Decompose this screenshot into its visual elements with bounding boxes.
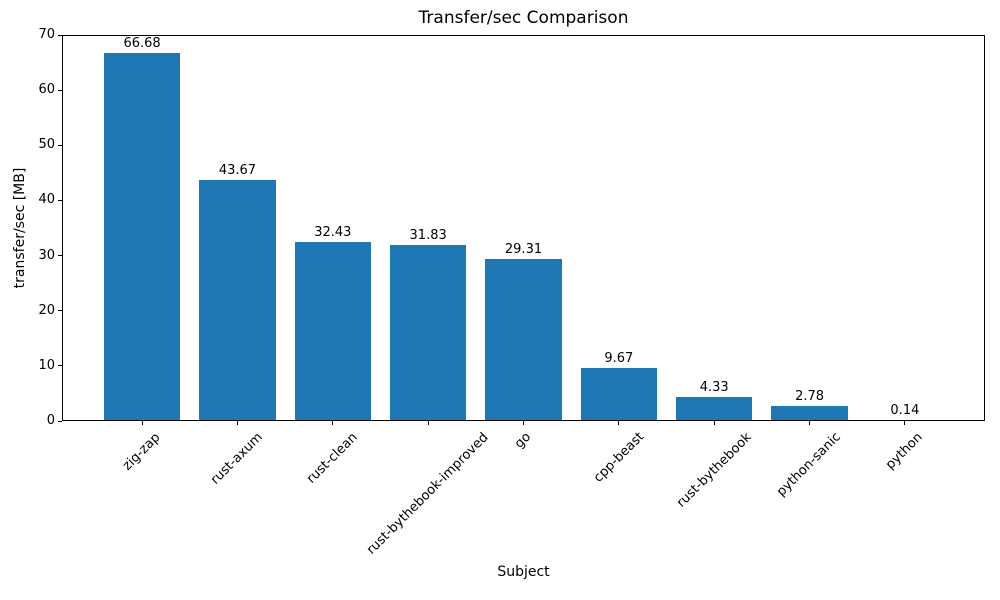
bar-value-label: 43.67 [218,163,257,179]
y-tick-mark [58,310,62,312]
x-category-label-rust-clean: rust-clean [304,429,361,487]
y-tick-label: 60 [38,82,55,98]
y-tick-mark [58,255,62,257]
x-tick-mark [618,421,620,425]
bar-value-label: 31.83 [409,228,447,244]
x-tick-mark [713,421,715,425]
bar-value-label: 29.31 [504,242,543,258]
bar-rust-axum [199,180,276,421]
bar-go [485,259,562,421]
y-tick-mark [58,365,62,367]
bar-value-label: 32.43 [314,225,352,241]
bar-value-label: 0.14 [890,403,920,419]
bar-zig-zap [103,53,181,421]
y-axis-label: transfer/sec [MB] [12,167,28,289]
bar-value-label: 2.78 [795,388,825,404]
x-tick-mark [427,421,429,425]
bar-cpp-beast [580,367,657,421]
bar-value-label: 4.33 [699,380,729,396]
x-category-label-cpp-beast: cpp-beast [590,429,647,486]
y-tick-label: 0 [46,413,55,428]
x-tick-mark [236,421,238,425]
x-category-label-rust-bythebook-improved: rust-bythebook-improved [364,429,492,558]
x-axis-label: Subject [497,564,550,580]
y-tick-mark [58,420,62,422]
bar-rust-clean [294,242,371,421]
x-tick-mark [523,421,524,425]
y-tick-label: 20 [38,302,55,318]
x-category-label-rust-axum: rust-axum [208,430,266,488]
y-tick-mark [58,34,62,36]
x-tick-mark [809,421,811,425]
x-category-label-zig-zap: zig-zap [120,429,164,474]
chart-title: Transfer/sec Comparison [418,8,629,28]
y-tick-label: 10 [38,357,55,373]
x-category-label-go: go [512,429,535,452]
bar-python-sanic [771,405,848,421]
y-tick-mark [58,199,62,201]
y-tick-label: 30 [38,247,55,263]
x-category-label-rust-bythebook: rust-bythebook [673,429,755,511]
x-tick-mark [904,421,906,425]
x-tick-mark [141,421,143,425]
y-tick-label: 70 [38,27,55,42]
x-category-label-python: python [883,429,927,473]
bar-value-label: 66.68 [123,36,161,52]
y-tick-mark [58,89,62,91]
y-tick-label: 40 [38,192,55,208]
bar-rust-bythebook [676,397,753,421]
x-category-label-python-sanic: python-sanic [774,430,845,500]
y-tick-mark [58,144,62,146]
y-tick-label: 50 [38,137,55,153]
bar-value-label: 9.67 [604,350,634,366]
bar-rust-bythebook-improved [390,245,467,421]
x-tick-mark [332,421,334,425]
